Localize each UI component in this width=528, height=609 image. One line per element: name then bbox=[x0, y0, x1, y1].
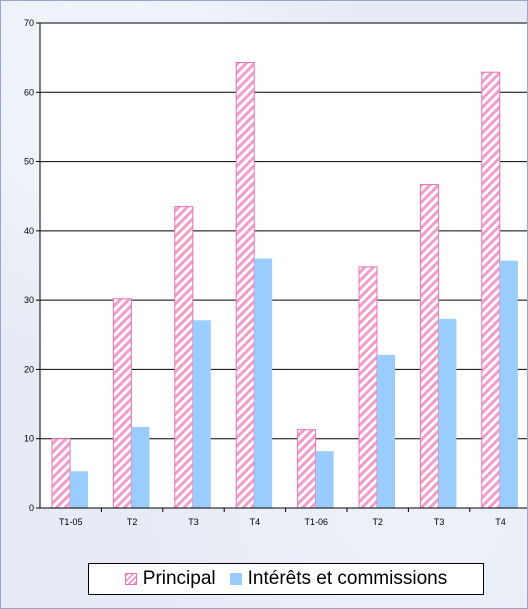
legend: Principal Intérêts et commissions bbox=[88, 563, 484, 595]
bar-principal bbox=[481, 71, 501, 509]
x-tick-label: T2 bbox=[127, 517, 138, 527]
legend-swatch-principal bbox=[124, 573, 137, 585]
y-tick-label: 70 bbox=[24, 18, 34, 28]
legend-swatch-interets bbox=[229, 573, 242, 585]
legend-label-principal: Principal bbox=[142, 568, 216, 589]
y-tick-label: 40 bbox=[24, 226, 34, 236]
bar-interets bbox=[315, 451, 334, 508]
bars bbox=[51, 61, 518, 509]
y-tick-label: 20 bbox=[24, 364, 34, 374]
x-tick-label: T3 bbox=[188, 517, 199, 527]
legend-item-principal: Principal bbox=[124, 568, 216, 590]
y-tick-label: 10 bbox=[24, 434, 34, 444]
bar-principal bbox=[419, 183, 439, 509]
legend-item-interets: Intérêts et commissions bbox=[229, 568, 448, 590]
bar-chart: 0 10 20 30 40 50 60 70 T1-05 T2 T3 T4 T1-06 T2 T3 T4 bbox=[24, 18, 527, 527]
bar-interets bbox=[70, 471, 88, 508]
y-tick-labels: 0 10 20 30 40 50 60 70 bbox=[24, 18, 40, 513]
x-tick-label: T1-05 bbox=[59, 517, 83, 527]
x-tick-labels: T1-05 T2 T3 T4 T1-06 T2 T3 T4 bbox=[59, 508, 506, 527]
y-tick-label: 0 bbox=[29, 503, 34, 513]
y-tick-label: 30 bbox=[24, 295, 34, 305]
y-tick-label: 60 bbox=[24, 87, 34, 97]
bar-interets bbox=[438, 318, 457, 508]
bar-principal bbox=[51, 438, 71, 509]
bar-interets bbox=[377, 354, 395, 508]
bar-interets bbox=[131, 426, 150, 508]
bar-principal bbox=[358, 266, 378, 509]
x-tick-label: T4 bbox=[250, 517, 261, 527]
x-tick-label: T4 bbox=[495, 517, 506, 527]
x-tick-label: T1-06 bbox=[305, 517, 329, 527]
y-tick-label: 50 bbox=[24, 157, 34, 167]
axes bbox=[39, 23, 527, 509]
bar-interets bbox=[499, 260, 518, 508]
bar-principal bbox=[235, 61, 255, 509]
bar-interets bbox=[254, 258, 273, 508]
bar-principal bbox=[297, 429, 317, 509]
bar-principal bbox=[112, 298, 132, 509]
bar-interets bbox=[192, 320, 211, 508]
x-tick-label: T3 bbox=[434, 517, 445, 527]
legend-label-interets: Intérêts et commissions bbox=[247, 568, 448, 589]
x-tick-label: T2 bbox=[372, 517, 383, 527]
bar-principal bbox=[174, 206, 194, 509]
